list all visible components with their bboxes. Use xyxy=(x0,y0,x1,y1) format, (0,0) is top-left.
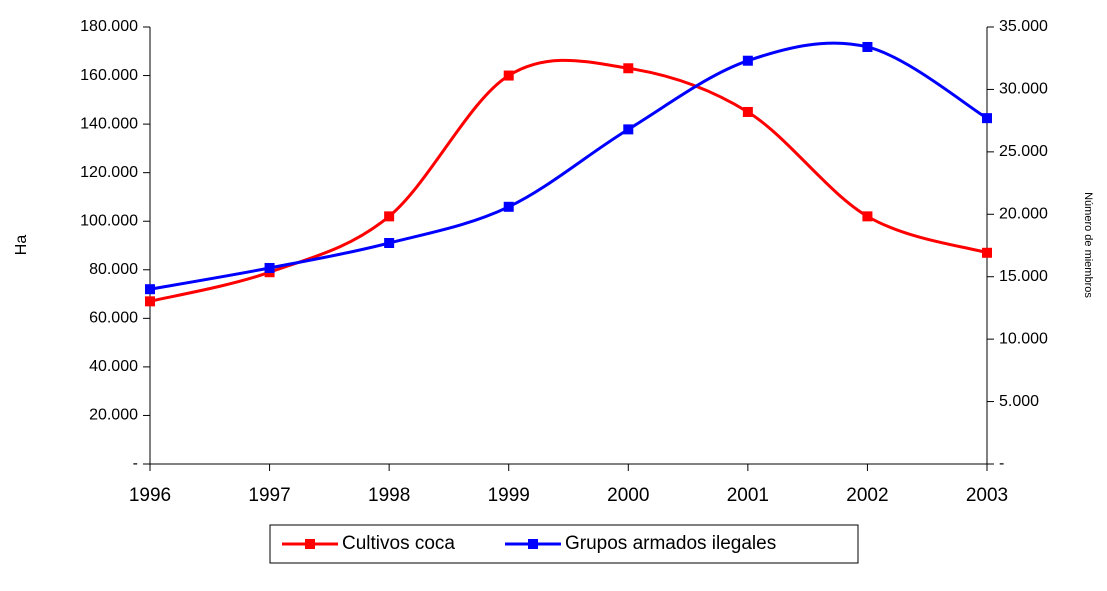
marker xyxy=(982,247,992,258)
marker xyxy=(384,238,395,249)
x-tick-label: 1999 xyxy=(488,485,530,506)
legend-label: Grupos armados ilegales xyxy=(565,533,776,554)
marker xyxy=(742,106,753,117)
y-tick-label: 140.000 xyxy=(80,115,138,132)
marker xyxy=(862,211,873,222)
marker xyxy=(623,63,634,74)
y-tick-label: - xyxy=(133,455,138,472)
y2-tick-label: 5.000 xyxy=(999,393,1039,410)
marker xyxy=(623,124,634,135)
y-tick-label: 60.000 xyxy=(89,310,138,327)
marker xyxy=(503,201,514,212)
legend-marker xyxy=(305,539,315,549)
y-tick-label: 180.000 xyxy=(80,18,138,35)
x-tick-label: 1996 xyxy=(129,485,171,506)
marker xyxy=(862,41,873,52)
marker xyxy=(145,296,155,307)
y2-tick-label: 30.000 xyxy=(999,81,1048,98)
y2-axis-label: Número de miembros xyxy=(1082,192,1094,298)
line xyxy=(149,41,988,291)
y-axis-label: Ha xyxy=(13,235,30,256)
x-tick-label: 1997 xyxy=(248,485,290,506)
marker xyxy=(982,113,992,124)
legend-label: Cultivos coca xyxy=(342,533,455,554)
x-tick-label: 1998 xyxy=(368,485,410,506)
x-tick-label: 2001 xyxy=(727,485,769,506)
y-tick-label: 40.000 xyxy=(89,358,138,375)
marker xyxy=(384,211,395,222)
x-tick-label: 2002 xyxy=(846,485,888,506)
legend-box xyxy=(269,524,859,564)
y-tick-label: 80.000 xyxy=(89,261,138,278)
marker xyxy=(503,70,514,81)
marker xyxy=(742,55,753,66)
y2-tick-label: - xyxy=(999,455,1004,472)
y2-tick-label: 35.000 xyxy=(999,18,1048,35)
legend-marker xyxy=(528,539,538,549)
y2-tick-label: 25.000 xyxy=(999,143,1048,160)
marker xyxy=(145,284,155,295)
line xyxy=(149,58,988,303)
y2-tick-label: 15.000 xyxy=(999,268,1048,285)
y-tick-label: 20.000 xyxy=(89,407,138,424)
x-tick-label: 2003 xyxy=(966,485,1008,506)
y-tick-label: 120.000 xyxy=(80,164,138,181)
marker xyxy=(264,262,275,273)
y2-tick-label: 10.000 xyxy=(999,330,1048,347)
x-tick-label: 2000 xyxy=(607,485,649,506)
y2-tick-label: 20.000 xyxy=(999,206,1048,223)
y-tick-label: 160.000 xyxy=(80,67,138,84)
y-tick-label: 100.000 xyxy=(80,212,138,229)
